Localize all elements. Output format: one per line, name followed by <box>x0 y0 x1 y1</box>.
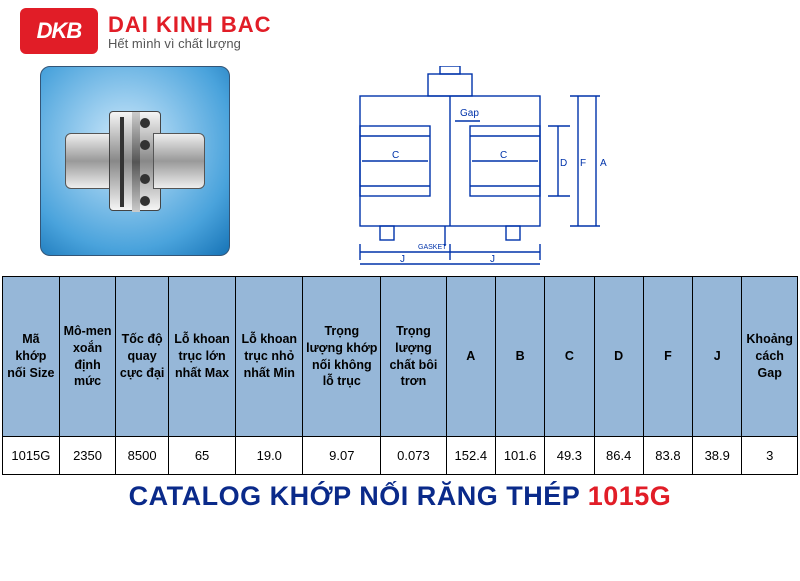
svg-text:A: A <box>600 158 607 169</box>
caption-code: 1015G <box>588 481 672 511</box>
spec-table: Mã khớp nối Size Mô-men xoắn định mức Tố… <box>0 276 800 475</box>
cell-bore-max: 65 <box>168 437 235 475</box>
cell-d: 86.4 <box>594 437 643 475</box>
brand-tagline: Hết mình vì chất lượng <box>108 36 272 51</box>
svg-text:F: F <box>580 158 586 169</box>
logo-text: DAI KINH BAC Hết mình vì chất lượng <box>108 12 272 51</box>
col-a: A <box>446 277 495 437</box>
col-j: J <box>693 277 742 437</box>
brand-name: DAI KINH BAC <box>108 12 272 38</box>
cell-bore-min: 19.0 <box>236 437 303 475</box>
cell-speed: 8500 <box>116 437 169 475</box>
page-caption: CATALOG KHỚP NỐI RĂNG THÉP 1015G <box>0 475 800 512</box>
col-c: C <box>545 277 594 437</box>
logo-mark: DKB <box>20 8 98 54</box>
col-b: B <box>495 277 544 437</box>
col-d: D <box>594 277 643 437</box>
col-bore-min: Lỗ khoan trục nhỏ nhất Min <box>236 277 303 437</box>
table-row: 1015G 2350 8500 65 19.0 9.07 0.073 152.4… <box>3 437 798 475</box>
cell-weight-nobore: 9.07 <box>303 437 381 475</box>
coupling-illustration <box>65 111 205 211</box>
svg-text:D: D <box>560 158 567 169</box>
col-weight-nobore: Trọng lượng khớp nối không lỗ trục <box>303 277 381 437</box>
cell-c: 49.3 <box>545 437 594 475</box>
col-gap: Khoảng cách Gap <box>742 277 798 437</box>
col-speed: Tốc độ quay cực đại <box>116 277 169 437</box>
col-bore-max: Lỗ khoan trục lớn nhất Max <box>168 277 235 437</box>
svg-text:Gap: Gap <box>460 108 479 119</box>
col-size: Mã khớp nối Size <box>3 277 60 437</box>
col-torque: Mô-men xoắn định mức <box>59 277 116 437</box>
cell-a: 152.4 <box>446 437 495 475</box>
cell-size: 1015G <box>3 437 60 475</box>
col-weight-lube: Trọng lượng chất bôi trơn <box>381 277 446 437</box>
svg-text:GASKET: GASKET <box>418 244 447 251</box>
svg-text:C: C <box>500 150 507 161</box>
cell-f: 83.8 <box>643 437 692 475</box>
product-photo <box>40 66 230 256</box>
top-images-row: Gap GASKET C C J J B D F A <box>0 54 800 276</box>
caption-prefix: CATALOG KHỚP NỐI RĂNG THÉP <box>129 481 588 511</box>
svg-text:J: J <box>400 254 405 265</box>
cell-torque: 2350 <box>59 437 116 475</box>
header: DKB DAI KINH BAC Hết mình vì chất lượng <box>0 0 800 54</box>
table-header-row: Mã khớp nối Size Mô-men xoắn định mức Tố… <box>3 277 798 437</box>
logo: DKB DAI KINH BAC Hết mình vì chất lượng <box>20 8 272 54</box>
cell-j: 38.9 <box>693 437 742 475</box>
col-f: F <box>643 277 692 437</box>
cell-weight-lube: 0.073 <box>381 437 446 475</box>
svg-text:C: C <box>392 150 399 161</box>
svg-text:J: J <box>490 254 495 265</box>
technical-diagram: Gap GASKET C C J J B D F A <box>300 66 620 266</box>
cell-gap: 3 <box>742 437 798 475</box>
cell-b: 101.6 <box>495 437 544 475</box>
